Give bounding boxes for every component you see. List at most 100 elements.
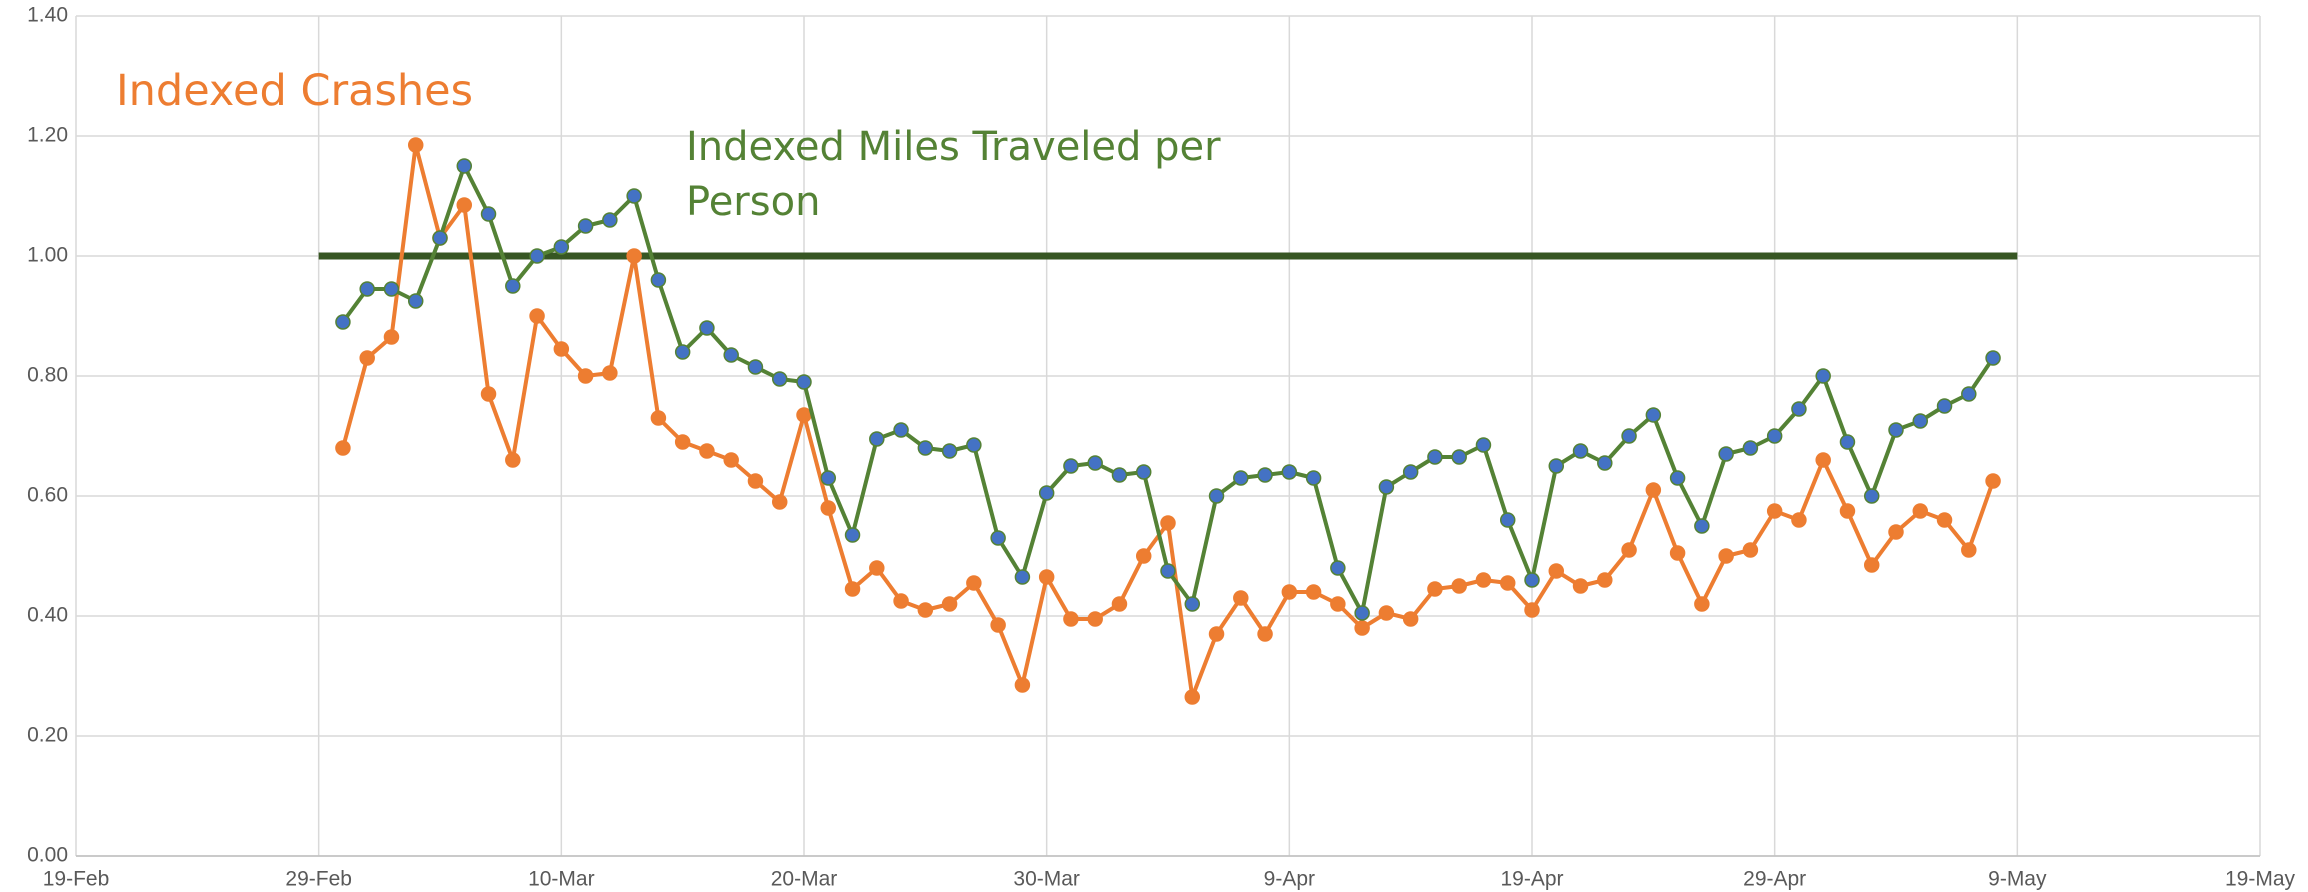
data-point <box>1257 467 1273 483</box>
data-point <box>1839 503 1856 519</box>
data-point <box>1378 605 1395 621</box>
data-point <box>1669 470 1686 486</box>
data-point <box>723 347 739 363</box>
data-point <box>1305 584 1322 600</box>
data-point <box>1063 611 1079 627</box>
data-point <box>1985 473 2001 489</box>
data-point <box>1475 437 1492 453</box>
data-point <box>869 560 885 576</box>
data-point <box>1597 455 1613 471</box>
data-point <box>1742 440 1759 456</box>
data-point <box>747 473 764 489</box>
data-point <box>699 320 715 336</box>
data-point <box>1863 488 1880 504</box>
x-tick-label: 19-Feb <box>43 868 110 891</box>
data-point <box>1427 449 1443 465</box>
data-point <box>1257 626 1273 642</box>
x-tick-label: 9-May <box>1988 868 2047 891</box>
data-point <box>1912 413 1929 429</box>
data-point <box>1402 464 1419 480</box>
data-point <box>747 359 764 375</box>
data-point <box>1718 548 1734 564</box>
x-tick-label: 9-Apr <box>1264 868 1315 891</box>
x-tick-label: 30-Mar <box>1013 868 1080 891</box>
data-point <box>1669 545 1686 561</box>
series-label: Indexed Crashes <box>116 66 474 116</box>
x-tick-label: 29-Apr <box>1743 868 1806 891</box>
data-point <box>699 443 715 459</box>
data-point <box>1791 512 1807 528</box>
data-point <box>1184 689 1201 705</box>
data-point <box>1645 407 1662 423</box>
data-point <box>335 440 351 456</box>
data-point <box>1888 524 1904 540</box>
data-point <box>1597 572 1613 588</box>
data-point <box>1014 677 1031 693</box>
data-point <box>1839 434 1856 450</box>
data-point <box>407 293 424 309</box>
x-tick-label: 19-Apr <box>1500 868 1563 891</box>
data-point <box>432 230 448 246</box>
data-point <box>1961 542 1977 558</box>
data-point <box>674 434 691 450</box>
series-label: Indexed Miles Traveled per Person <box>686 124 1221 226</box>
data-point <box>820 470 837 486</box>
data-point <box>480 386 497 402</box>
data-point <box>1330 560 1346 576</box>
data-point <box>1888 422 1904 438</box>
data-point <box>1208 626 1225 642</box>
x-tick-label: 20-Mar <box>771 868 838 891</box>
x-tick-label: 19-May <box>2225 868 2296 891</box>
data-point <box>407 137 424 153</box>
data-point <box>1572 443 1589 459</box>
data-point <box>1718 446 1734 462</box>
data-point <box>917 602 934 618</box>
data-point <box>577 218 594 234</box>
data-point <box>1111 467 1128 483</box>
data-point <box>1330 596 1346 612</box>
data-point <box>1281 584 1298 600</box>
y-tick-label: 0.00 <box>27 844 68 867</box>
data-point <box>1815 452 1831 468</box>
data-point <box>869 431 885 447</box>
data-point <box>505 278 521 294</box>
data-point <box>1208 488 1225 504</box>
data-point <box>1354 605 1370 621</box>
data-point <box>1281 464 1298 480</box>
data-point <box>650 272 667 288</box>
data-point <box>1694 518 1710 534</box>
data-point <box>626 188 642 204</box>
data-point <box>602 365 618 381</box>
data-point <box>796 374 812 390</box>
data-point <box>1791 401 1807 417</box>
y-tick-label: 0.80 <box>27 364 68 387</box>
data-point <box>383 281 400 297</box>
data-point <box>1524 572 1540 588</box>
data-point <box>771 371 788 387</box>
data-point <box>966 437 982 453</box>
data-point <box>1305 470 1322 486</box>
data-point <box>1961 386 1977 402</box>
y-tick-label: 1.40 <box>27 4 68 27</box>
data-point <box>1135 548 1152 564</box>
data-point <box>674 344 691 360</box>
x-tick-label: 29-Feb <box>285 868 352 891</box>
y-tick-label: 1.20 <box>27 124 68 147</box>
data-point <box>1912 503 1929 519</box>
data-point <box>1694 596 1710 612</box>
data-point <box>796 407 812 423</box>
data-point <box>1160 515 1176 531</box>
data-point <box>1184 596 1201 612</box>
data-point <box>820 500 837 516</box>
data-point <box>1014 569 1031 585</box>
data-point <box>1985 350 2001 366</box>
data-point <box>1524 602 1540 618</box>
data-point <box>1402 611 1419 627</box>
data-point <box>359 281 375 297</box>
data-point <box>1111 596 1128 612</box>
x-tick-label: 10-Mar <box>528 868 595 891</box>
data-point <box>1548 458 1565 474</box>
data-point <box>1499 575 1516 591</box>
